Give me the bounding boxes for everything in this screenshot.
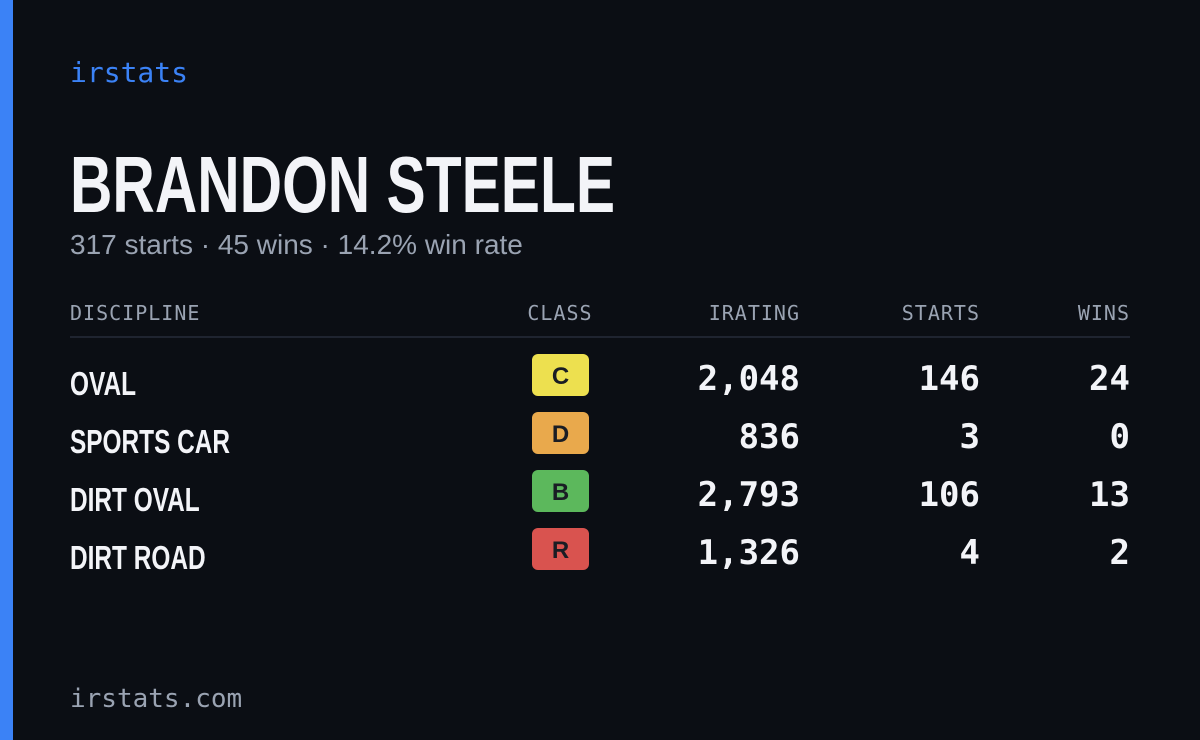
discipline: SPORTS CAR xyxy=(70,425,230,461)
class-letter: C xyxy=(552,363,569,390)
column-header: WINS xyxy=(1078,301,1130,325)
discipline-wrap: SPORTS CAR xyxy=(70,425,230,461)
class-badge xyxy=(532,412,589,454)
class-letter: D xyxy=(552,421,569,448)
accent-bar xyxy=(0,0,13,740)
discipline-wrap: DIRT ROAD xyxy=(70,541,206,577)
stat-value: 2 xyxy=(1110,533,1130,573)
stat-value: 4 xyxy=(960,533,980,573)
discipline-wrap: OVAL xyxy=(70,367,136,403)
player-name: BRANDON STEELE xyxy=(70,140,615,229)
column-header: CLASS xyxy=(527,301,592,325)
footer: irstats.com xyxy=(70,684,242,714)
stat-value: 13 xyxy=(1089,475,1130,515)
stat-value: 1,326 xyxy=(698,533,800,573)
stat-value: 106 xyxy=(919,475,980,515)
class-letter: B xyxy=(552,479,569,506)
stat-value: 3 xyxy=(960,417,980,457)
discipline: OVAL xyxy=(70,367,136,403)
stat-value: 2,048 xyxy=(698,359,800,399)
stat-value: 2,793 xyxy=(698,475,800,515)
class-badge xyxy=(532,354,589,396)
brand: irstats xyxy=(70,56,188,89)
column-header: STARTS xyxy=(902,301,980,325)
stat-value: 146 xyxy=(919,359,980,399)
stat-value: 24 xyxy=(1089,359,1130,399)
stat-value: 836 xyxy=(739,417,800,457)
column-header: DISCIPLINE xyxy=(70,301,200,325)
discipline: DIRT OVAL xyxy=(70,483,200,519)
stat-value: 0 xyxy=(1110,417,1130,457)
class-letter: R xyxy=(552,537,569,564)
discipline: DIRT ROAD xyxy=(70,541,206,577)
summary: 317 starts · 45 wins · 14.2% win rate xyxy=(70,229,523,260)
class-badge xyxy=(532,528,589,570)
class-badge xyxy=(532,470,589,512)
column-header: IRATING xyxy=(709,301,800,325)
discipline-wrap: DIRT OVAL xyxy=(70,483,200,519)
